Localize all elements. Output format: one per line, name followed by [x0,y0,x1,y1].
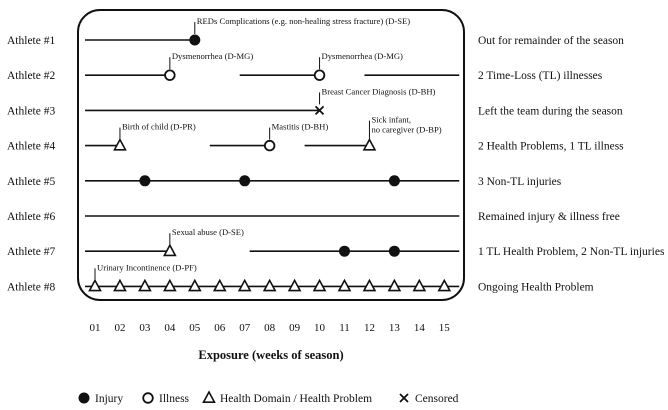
athlete-outcome: Left the team during the season [478,105,623,117]
athlete-row: Athlete #6 Remained injury & illness free [7,211,620,223]
athlete-row: Athlete #8 Urinary Incontinence (D-PF) Ong… [7,262,594,293]
health-marker [163,278,177,292]
athlete-label: Athlete #8 [7,281,55,293]
athlete-label: Athlete #2 [7,70,55,82]
health-marker [113,137,127,151]
legend-censored-marker [399,393,409,403]
legend-item: Illness [142,392,190,405]
legend-label: Injury [95,393,123,405]
legend-item: Censored [399,393,459,405]
health-marker [262,278,277,292]
health-marker [138,278,152,292]
week-tick-label: 09 [289,322,301,334]
athlete-label: Athlete #5 [7,176,55,188]
week-tick-label: 15 [439,322,451,334]
week-tick-label: 06 [214,322,226,334]
week-tick-label: 03 [139,322,151,334]
athlete-outcome: 2 Time-Loss (TL) illnesses [478,70,603,82]
health-marker [362,278,377,292]
health-marker [187,278,202,292]
health-marker [88,278,102,292]
legend-health-marker [202,390,216,404]
week-tick-label: 12 [364,322,375,334]
injury-marker [189,34,201,46]
health-marker [437,278,452,292]
event-annotation: Sexual abuse (D-SE) [172,227,244,237]
event-annotation-line2: no caregiver (D-BP) [371,125,441,135]
health-marker [287,278,302,292]
event-annotation: Breast Cancer Diagnosis (D-BH) [322,86,436,96]
athlete-label: Athlete #3 [7,105,55,117]
athlete-outcome: 3 Non-TL injuries [478,176,562,188]
athlete-row: Athlete #7 Sexual abuse (D-SE) 1 TL Health… [7,227,665,258]
athlete-row: Athlete #4 Birth of child (D-PR) Mastitis … [7,115,624,153]
week-tick-label: 08 [264,322,276,334]
event-annotation: Mastitis (D-BH) [272,122,329,132]
athlete-label: Athlete #7 [7,246,55,258]
legend-label: Censored [415,393,459,405]
health-marker [337,278,352,292]
week-tick-label: 04 [164,322,176,334]
health-marker [163,243,177,257]
athlete-row: Athlete #5 3 Non-TL injuries [7,175,562,188]
week-tick-label: 05 [189,322,201,334]
athlete-label: Athlete #1 [7,35,55,47]
legend-item: Health Domain / Health Problem [202,390,372,405]
week-tick-label: 11 [339,322,350,334]
athlete-outcome: 2 Health Problems, 1 TL illness [478,141,624,153]
event-annotation: Urinary Incontinence (D-PF) [97,262,197,272]
athlete-rows: Athlete #1 REDs Complications (e.g. non-h… [7,16,665,293]
injury-marker [239,175,251,187]
athlete-row: Athlete #3 Breast Cancer Diagnosis (D-BH)… [7,86,623,117]
athlete-row: Athlete #2 Dysmenorrhea (D-MG) Dysmenorrhe… [7,51,603,82]
injury-marker [388,245,400,257]
health-marker [113,278,127,292]
x-axis-label: Exposure (weeks of season) [198,348,343,362]
week-tick-label: 14 [414,322,426,334]
legend-illness-marker [142,392,154,404]
week-tick-label: 10 [314,322,326,334]
week-tick-label: 13 [389,322,401,334]
health-marker [237,278,252,292]
event-annotation: REDs Complications (e.g. non-healing str… [197,16,410,26]
event-annotation: Birth of child (D-PR) [122,122,196,132]
legend: Injury Illness Health Domain / Health Prob… [78,390,459,405]
event-annotation: Dysmenorrhea (D-MG) [322,51,404,61]
timeline-frame [77,9,465,301]
week-tick-label: 01 [90,322,101,334]
legend-injury-marker [78,392,90,404]
athlete-outcome: Remained injury & illness free [478,211,620,223]
health-marker [212,278,227,292]
illness-marker [313,69,326,81]
event-annotation: Sick infant, [371,115,411,125]
athlete-label: Athlete #4 [7,141,55,153]
injury-marker [388,175,400,187]
legend-label: Illness [159,393,190,405]
injury-marker [139,175,151,187]
week-tick-label: 02 [114,322,125,334]
health-marker [362,137,377,151]
injury-marker [339,245,350,257]
legend-label: Health Domain / Health Problem [220,393,372,405]
health-marker [387,278,402,292]
illness-marker [263,139,276,152]
athlete-outcome: Ongoing Health Problem [478,281,594,293]
athlete-outcome: Out for remainder of the season [478,35,624,47]
legend-item: Injury [78,392,123,405]
week-ticks: 01 02 03 04 05 06 07 08 09 10 11 12 13 14 15 [90,322,451,334]
event-annotation: Dysmenorrhea (D-MG) [172,51,254,61]
censored-marker [314,105,325,116]
athlete-row: Athlete #1 REDs Complications (e.g. non-h… [7,16,624,47]
week-tick-label: 07 [239,322,251,334]
athlete-label: Athlete #6 [7,211,55,223]
illness-marker [164,69,176,81]
health-marker [312,278,327,292]
health-marker [412,278,427,292]
athlete-outcome: 1 TL Health Problem, 2 Non-TL injuries [478,246,665,258]
